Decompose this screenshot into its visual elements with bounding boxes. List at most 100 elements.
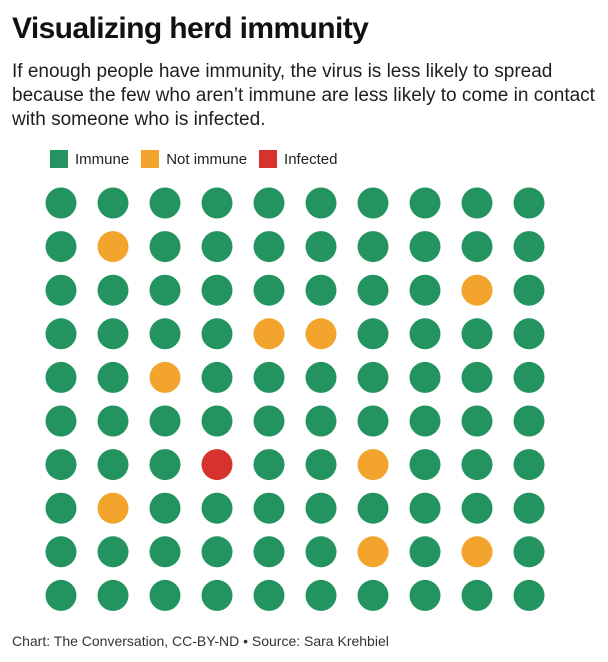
dot-not-immune-r3-c9: [461, 274, 493, 306]
dot-immune-r8-c9: [461, 492, 493, 524]
dot-immune-r2-c6: [305, 231, 337, 263]
dot-immune-r7-c6: [305, 449, 337, 481]
dot-immune-r2-c9: [461, 231, 493, 263]
dot-immune-r9-c3: [149, 536, 181, 568]
dot-immune-r6-c6: [305, 405, 337, 437]
dot-not-immune-r9-c7: [357, 536, 389, 568]
dot-immune-r6-c9: [461, 405, 493, 437]
legend-label-infected: Infected: [284, 150, 338, 168]
dot-not-immune-r4-c6: [305, 318, 337, 350]
dot-immune-r10-c2: [97, 579, 129, 611]
dot-immune-r5-c2: [97, 361, 129, 393]
dot-immune-r1-c6: [305, 187, 337, 219]
dot-immune-r1-c10: [513, 187, 545, 219]
legend: Immune Not immune Infected: [50, 150, 349, 168]
dot-immune-r4-c4: [201, 318, 233, 350]
dot-immune-r9-c5: [253, 536, 285, 568]
dot-immune-r5-c4: [201, 361, 233, 393]
dot-immune-r6-c7: [357, 405, 389, 437]
dot-immune-r10-c4: [201, 579, 233, 611]
dot-not-immune-r9-c9: [461, 536, 493, 568]
dot-immune-r2-c3: [149, 231, 181, 263]
dot-immune-r7-c5: [253, 449, 285, 481]
dot-grid: [45, 187, 545, 611]
dot-immune-r1-c3: [149, 187, 181, 219]
dot-immune-r2-c4: [201, 231, 233, 263]
dot-immune-r9-c2: [97, 536, 129, 568]
dot-immune-r9-c8: [409, 536, 441, 568]
legend-label-not-immune: Not immune: [166, 150, 248, 168]
dot-immune-r5-c7: [357, 361, 389, 393]
dot-immune-r7-c2: [97, 449, 129, 481]
dot-immune-r10-c1: [45, 579, 77, 611]
dot-immune-r8-c1: [45, 492, 77, 524]
dot-immune-r10-c3: [149, 579, 181, 611]
legend-label-immune: Immune: [75, 150, 130, 168]
dot-immune-r7-c8: [409, 449, 441, 481]
dot-immune-r7-c3: [149, 449, 181, 481]
dot-immune-r1-c8: [409, 187, 441, 219]
dot-immune-r8-c4: [201, 492, 233, 524]
dot-immune-r10-c10: [513, 579, 545, 611]
legend-swatch-not-immune: [141, 150, 160, 168]
dot-immune-r7-c10: [513, 449, 545, 481]
dot-not-immune-r2-c2: [97, 231, 129, 263]
dot-immune-r3-c3: [149, 274, 181, 306]
chart-subtitle: If enough people have immunity, the viru…: [12, 61, 595, 130]
dot-infected-r7-c4: [201, 449, 233, 481]
dot-immune-r3-c5: [253, 274, 285, 306]
chart-credit: Chart: The Conversation, CC-BY-ND • Sour…: [12, 633, 389, 649]
dot-immune-r3-c10: [513, 274, 545, 306]
dot-immune-r10-c5: [253, 579, 285, 611]
dot-immune-r2-c10: [513, 231, 545, 263]
dot-immune-r5-c6: [305, 361, 337, 393]
dot-immune-r2-c8: [409, 231, 441, 263]
dot-immune-r8-c7: [357, 492, 389, 524]
dot-immune-r6-c1: [45, 405, 77, 437]
dot-immune-r6-c4: [201, 405, 233, 437]
chart-title: Visualizing herd immunity: [12, 12, 369, 45]
dot-immune-r10-c9: [461, 579, 493, 611]
dot-immune-r10-c7: [357, 579, 389, 611]
dot-immune-r1-c2: [97, 187, 129, 219]
legend-item-not-immune: Not immune: [141, 150, 247, 168]
dot-immune-r4-c1: [45, 318, 77, 350]
dot-immune-r1-c9: [461, 187, 493, 219]
dot-immune-r7-c1: [45, 449, 77, 481]
dot-immune-r1-c7: [357, 187, 389, 219]
legend-item-immune: Immune: [50, 150, 129, 168]
dot-immune-r7-c9: [461, 449, 493, 481]
dot-immune-r3-c7: [357, 274, 389, 306]
dot-immune-r4-c7: [357, 318, 389, 350]
legend-item-infected: Infected: [259, 150, 337, 168]
dot-immune-r6-c8: [409, 405, 441, 437]
dot-immune-r8-c5: [253, 492, 285, 524]
dot-immune-r9-c10: [513, 536, 545, 568]
dot-not-immune-r5-c3: [149, 361, 181, 393]
dot-not-immune-r7-c7: [357, 449, 389, 481]
dot-immune-r3-c8: [409, 274, 441, 306]
dot-immune-r4-c9: [461, 318, 493, 350]
dot-immune-r5-c9: [461, 361, 493, 393]
dot-immune-r8-c8: [409, 492, 441, 524]
dot-immune-r9-c6: [305, 536, 337, 568]
dot-immune-r8-c6: [305, 492, 337, 524]
dot-immune-r6-c10: [513, 405, 545, 437]
dot-immune-r4-c2: [97, 318, 129, 350]
dot-immune-r5-c8: [409, 361, 441, 393]
dot-immune-r1-c1: [45, 187, 77, 219]
dot-immune-r3-c1: [45, 274, 77, 306]
dot-immune-r4-c3: [149, 318, 181, 350]
dot-immune-r4-c10: [513, 318, 545, 350]
dot-immune-r2-c7: [357, 231, 389, 263]
legend-swatch-infected: [259, 150, 278, 168]
dot-immune-r5-c10: [513, 361, 545, 393]
dot-immune-r2-c5: [253, 231, 285, 263]
dot-immune-r3-c6: [305, 274, 337, 306]
dot-immune-r1-c5: [253, 187, 285, 219]
dot-immune-r4-c8: [409, 318, 441, 350]
dot-immune-r10-c8: [409, 579, 441, 611]
legend-swatch-immune: [50, 150, 68, 168]
dot-immune-r8-c3: [149, 492, 181, 524]
dot-immune-r6-c3: [149, 405, 181, 437]
